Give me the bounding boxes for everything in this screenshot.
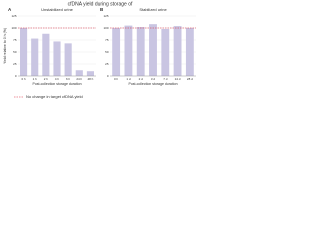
- y-tick-label: 100: [11, 26, 16, 30]
- y-tick-label: 0: [15, 74, 17, 78]
- bar: [64, 43, 72, 76]
- x-tick-label: 28 d: [187, 77, 193, 81]
- panel-subtitle: Stabilized urine: [139, 7, 167, 12]
- y-axis-label: Yield relative to 0 h (%): [3, 28, 7, 64]
- x-tick-label: 3 d: [151, 77, 156, 81]
- y-tick-label: 25: [105, 62, 109, 66]
- x-tick-label: 14 d: [175, 77, 181, 81]
- x-axis-label: Post-collection storage duration: [128, 82, 177, 86]
- y-tick-label: 125: [11, 14, 16, 18]
- legend-label: No change in target cfDNA yield: [26, 94, 83, 99]
- bar: [53, 41, 61, 76]
- bar: [86, 71, 94, 76]
- y-tick-label: 50: [105, 50, 109, 54]
- bar: [149, 24, 157, 76]
- x-tick-label: 0 h: [114, 77, 119, 81]
- chart-title: cfDNA yield during storage of: [68, 1, 133, 7]
- y-tick-label: 75: [105, 38, 109, 42]
- y-tick-label: 100: [103, 26, 108, 30]
- x-tick-label: 4 h: [55, 77, 60, 81]
- bar: [173, 26, 182, 76]
- y-tick-label: 50: [13, 50, 17, 54]
- chart: cfDNA yield during storage of No change …: [3, 1, 196, 99]
- x-tick-label: 48 h: [88, 77, 94, 81]
- x-tick-label: 2 d: [139, 77, 144, 81]
- bar: [42, 33, 50, 76]
- bar: [161, 28, 170, 76]
- bar: [124, 25, 133, 77]
- bar: [136, 27, 145, 76]
- panel-label: A: [8, 7, 12, 12]
- bar: [185, 28, 194, 76]
- y-tick-label: 125: [103, 14, 108, 18]
- x-axis-label: Post-collection storage duration: [32, 82, 81, 86]
- x-tick-label: 24 h: [76, 77, 82, 81]
- x-tick-label: 1 d: [126, 77, 131, 81]
- x-tick-label: 1 h: [33, 77, 38, 81]
- y-tick-label: 75: [13, 38, 17, 42]
- y-tick-label: 25: [13, 62, 17, 66]
- x-tick-label: 7 d: [163, 77, 168, 81]
- bar: [20, 28, 28, 76]
- bar: [31, 38, 39, 76]
- panel-subtitle: Unstabilized urine: [41, 7, 74, 12]
- y-tick-label: 0: [107, 74, 109, 78]
- bar: [112, 28, 121, 76]
- x-tick-label: 6 h: [66, 77, 71, 81]
- x-tick-label: 0 h: [21, 77, 26, 81]
- x-tick-label: 2 h: [44, 77, 49, 81]
- bar: [75, 70, 83, 76]
- panel-label: B: [100, 7, 104, 12]
